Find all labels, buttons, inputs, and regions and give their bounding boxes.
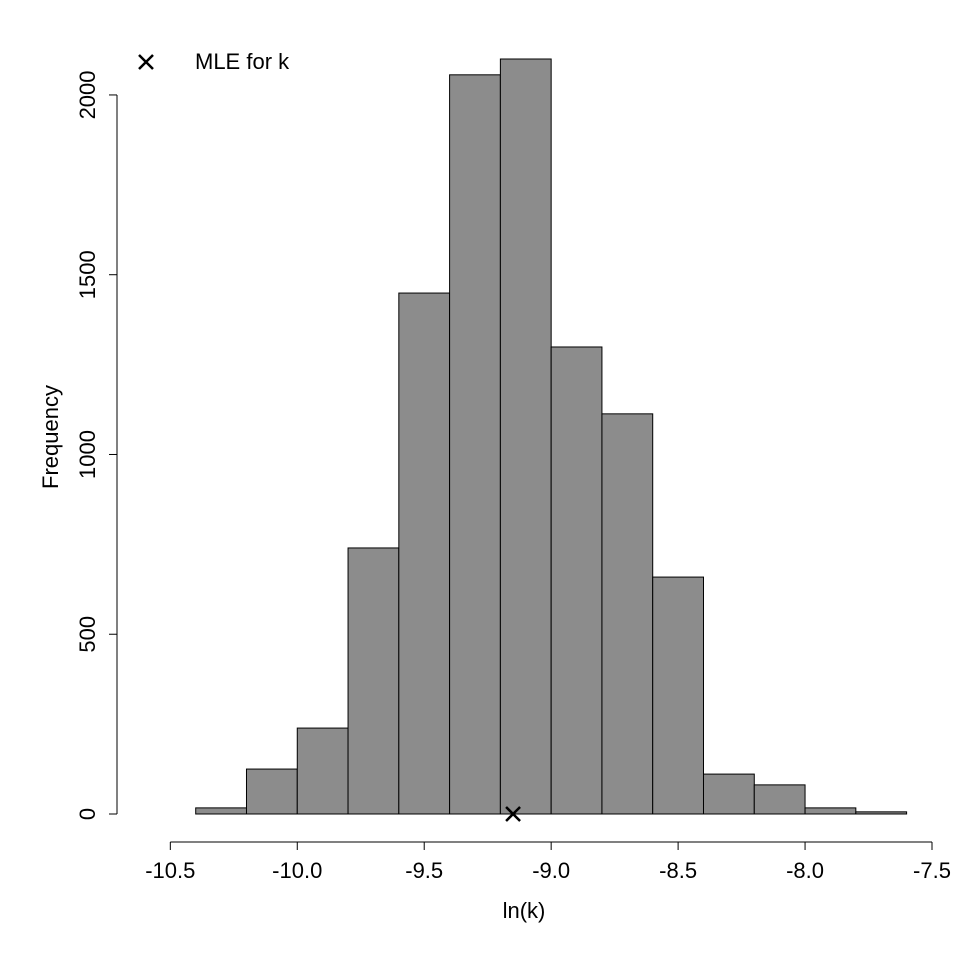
bar <box>855 811 908 815</box>
bar <box>550 346 603 815</box>
x-tick-label: -10.0 <box>272 858 322 883</box>
y-tick-label: 500 <box>75 616 100 653</box>
y-tick-label: 1000 <box>75 430 100 479</box>
bar <box>398 292 451 815</box>
bar <box>347 547 400 815</box>
x-tick-label: -8.5 <box>659 858 697 883</box>
x-axis-label: ln(k) <box>503 898 546 923</box>
bar <box>296 727 349 815</box>
x-tick-label: -8.0 <box>786 858 824 883</box>
bar <box>245 768 298 815</box>
bar <box>449 74 501 815</box>
legend-symbol <box>138 54 154 70</box>
bar <box>753 784 806 815</box>
bar <box>702 773 755 815</box>
x-tick-label: -9.5 <box>405 858 443 883</box>
bar <box>195 807 247 815</box>
bar <box>499 58 552 815</box>
y-tick-label: 0 <box>75 808 100 820</box>
x-tick-label: -10.5 <box>145 858 195 883</box>
legend-label: MLE for k <box>195 49 290 74</box>
x-tick-label: -7.5 <box>913 858 951 883</box>
y-tick-label: 2000 <box>75 70 100 119</box>
x-tick-label: -9.0 <box>532 858 570 883</box>
bar <box>652 576 704 815</box>
bar <box>601 413 654 815</box>
marker <box>505 806 521 822</box>
y-axis-label: Frequency <box>38 385 63 489</box>
y-tick-label: 1500 <box>75 250 100 299</box>
bar <box>804 807 857 815</box>
